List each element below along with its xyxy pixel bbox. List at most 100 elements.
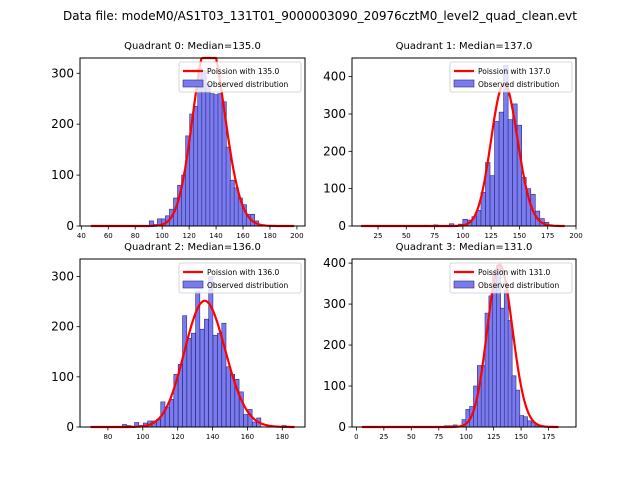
subplot-quadrant-3: Quadrant 3: Median=131.0 0 25 50 75 100 125 15…	[323, 242, 577, 441]
legend-label-poisson: Poission with 137.0	[478, 67, 551, 76]
y-tick-label: 100	[323, 379, 346, 393]
x-tick-label: 100	[155, 232, 168, 240]
x-tick-label: 75	[434, 433, 443, 441]
legend-label-poisson: Poission with 135.0	[207, 67, 280, 76]
x-tick-label: 180	[263, 232, 276, 240]
legend-box	[178, 262, 302, 294]
histogram-bar	[217, 93, 223, 227]
y-tick-label: 0	[338, 420, 346, 434]
x-tick-label: 125	[487, 433, 500, 441]
x-tick-label: 100	[456, 232, 469, 240]
histogram-bar	[507, 320, 513, 428]
axes-border	[79, 57, 306, 227]
histogram-bar	[519, 415, 524, 428]
x-tick-label: 200	[290, 232, 303, 240]
x-tick-label: 25	[379, 433, 388, 441]
tick-labels: 0 25 50 75 100 125 150 175 0 100 200 300 400	[323, 256, 555, 441]
legend: Poission with 135.0 Observed distributio…	[178, 61, 302, 93]
y-tick-label: 100	[51, 168, 74, 182]
x-tick-label: 120	[171, 433, 184, 441]
legend-label-poisson: Poission with 131.0	[478, 268, 551, 277]
legend-box	[178, 61, 302, 93]
subplot-quadrant-2: Quadrant 2: Median=136.0 80 100 120 140 160 1…	[51, 242, 306, 441]
subplot-title: Quadrant 0: Median=135.0	[124, 41, 261, 52]
histogram-bar	[199, 328, 205, 428]
x-tick-label: 120	[182, 232, 195, 240]
x-tick-label: 125	[484, 232, 497, 240]
x-tick-label: 0	[354, 433, 358, 441]
subplot-quadrant-1: Quadrant 1: Median=137.0 25 50 75 100 125 150…	[323, 41, 583, 240]
x-tick-label: 80	[131, 232, 140, 240]
histogram-bar	[511, 375, 517, 428]
histogram-bar	[209, 93, 215, 227]
legend: Poission with 131.0 Observed distributio…	[449, 262, 573, 294]
x-tick-label: 150	[513, 232, 526, 240]
y-tick-label: 200	[51, 117, 74, 131]
legend-box	[449, 262, 573, 294]
histogram-bar	[523, 416, 528, 428]
histogram-bar	[190, 332, 196, 428]
histogram-bar	[225, 366, 231, 428]
x-tick-label: 80	[103, 433, 112, 441]
x-tick-label: 175	[542, 433, 555, 441]
legend-label-observed: Observed distribution	[478, 80, 559, 89]
histogram-bar	[503, 290, 509, 428]
histogram-bar	[243, 414, 249, 428]
histogram-bar	[507, 119, 513, 227]
histogram-bars	[122, 276, 287, 428]
legend-box	[449, 61, 573, 93]
y-tick-label: 300	[323, 107, 346, 121]
histogram-bar	[498, 111, 504, 227]
x-tick-label: 100	[460, 433, 473, 441]
y-tick-label: 0	[338, 219, 346, 233]
histogram-bars	[424, 65, 554, 227]
suptitle: Data file: modeM0/AS1T03_131T01_90000030…	[63, 9, 577, 23]
axes-border	[351, 258, 577, 428]
x-tick-label: 140	[209, 232, 222, 240]
histogram-bar	[204, 318, 209, 428]
legend-label-observed: Observed distribution	[207, 80, 288, 89]
x-tick-label: 60	[104, 232, 113, 240]
x-tick-label: 50	[402, 232, 411, 240]
x-tick-label: 75	[430, 232, 439, 240]
x-tick-label: 25	[374, 232, 383, 240]
x-tick-label: 50	[407, 433, 416, 441]
y-tick-label: 200	[323, 338, 346, 352]
subplot-title: Quadrant 1: Median=137.0	[396, 41, 533, 52]
x-tick-label: 180	[276, 433, 289, 441]
axes-frame	[351, 57, 577, 227]
y-tick-label: 200	[51, 320, 74, 334]
tick-labels: 80 100 120 140 160 180 0 100 200 300	[51, 270, 289, 441]
y-tick-label: 400	[323, 256, 346, 270]
x-tick-label: 150	[514, 433, 527, 441]
x-tick-label: 200	[569, 232, 582, 240]
legend-bar-swatch	[453, 79, 475, 88]
histogram-bar	[186, 337, 192, 428]
y-tick-label: 100	[323, 182, 346, 196]
y-tick-label: 200	[323, 144, 346, 158]
histogram-bar	[208, 276, 214, 428]
axes-border	[79, 258, 306, 428]
x-tick-label: 140	[206, 433, 219, 441]
legend: Poission with 137.0 Observed distributio…	[449, 61, 573, 93]
y-tick-label: 400	[323, 70, 346, 84]
legend: Poission with 136.0 Observed distributio…	[178, 262, 302, 294]
tick-labels: 25 50 75 100 125 150 175 200 0 100 200 300 400	[323, 70, 583, 240]
histogram-bar	[225, 146, 231, 227]
legend-label-observed: Observed distribution	[478, 281, 559, 290]
histogram-bar	[252, 421, 257, 428]
legend-bar-swatch	[182, 79, 204, 88]
subplot-title: Quadrant 2: Median=136.0	[124, 242, 261, 253]
histogram-bar	[217, 332, 222, 428]
histogram-bar	[527, 420, 532, 428]
legend-label-poisson: Poission with 136.0	[207, 268, 280, 277]
histogram-bar	[500, 307, 505, 428]
histogram-bar	[494, 121, 500, 227]
y-tick-label: 100	[51, 370, 74, 384]
x-tick-label: 175	[541, 232, 554, 240]
x-tick-label: 40	[77, 232, 86, 240]
axes-frame	[351, 258, 577, 428]
histogram-bar	[201, 70, 207, 227]
histogram-bar	[212, 334, 218, 428]
legend-bar-swatch	[182, 280, 204, 289]
